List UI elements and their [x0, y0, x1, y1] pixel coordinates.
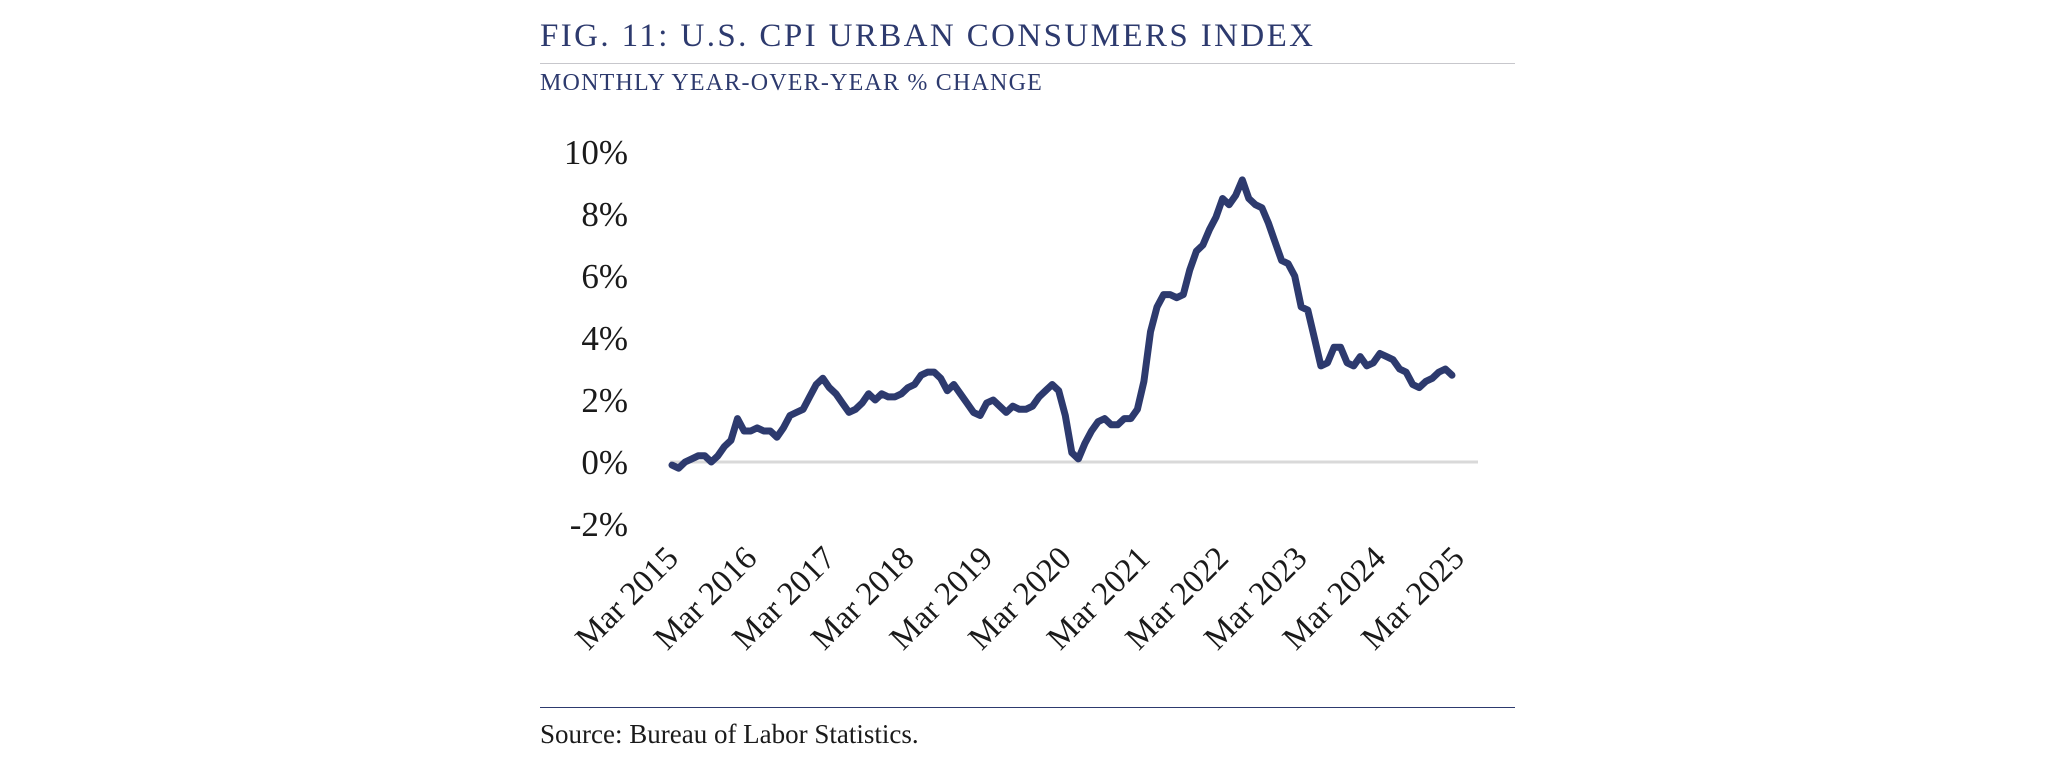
- y-tick-label: 4%: [581, 319, 628, 358]
- source-divider: [540, 707, 1515, 708]
- y-tick-label: 0%: [581, 443, 628, 482]
- y-tick-label: 6%: [581, 257, 628, 296]
- y-tick-label: 8%: [581, 195, 628, 234]
- y-tick-label: 10%: [564, 133, 628, 172]
- chart-title: FIG. 11: U.S. CPI URBAN CONSUMERS INDEX: [540, 18, 1316, 54]
- y-tick-label: 2%: [581, 381, 628, 420]
- title-divider: [540, 63, 1515, 64]
- cpi-series-line: [668, 176, 1456, 472]
- y-tick-label: -2%: [570, 505, 628, 544]
- chart-figure: FIG. 11: U.S. CPI URBAN CONSUMERS INDEX …: [540, 0, 1515, 773]
- chart-subtitle: MONTHLY YEAR-OVER-YEAR % CHANGE: [540, 70, 1043, 96]
- y-axis-ticks: 10% 8% 6% 4% 2% 0% -2%: [564, 133, 628, 544]
- source-note: Source: Bureau of Labor Statistics.: [540, 719, 919, 749]
